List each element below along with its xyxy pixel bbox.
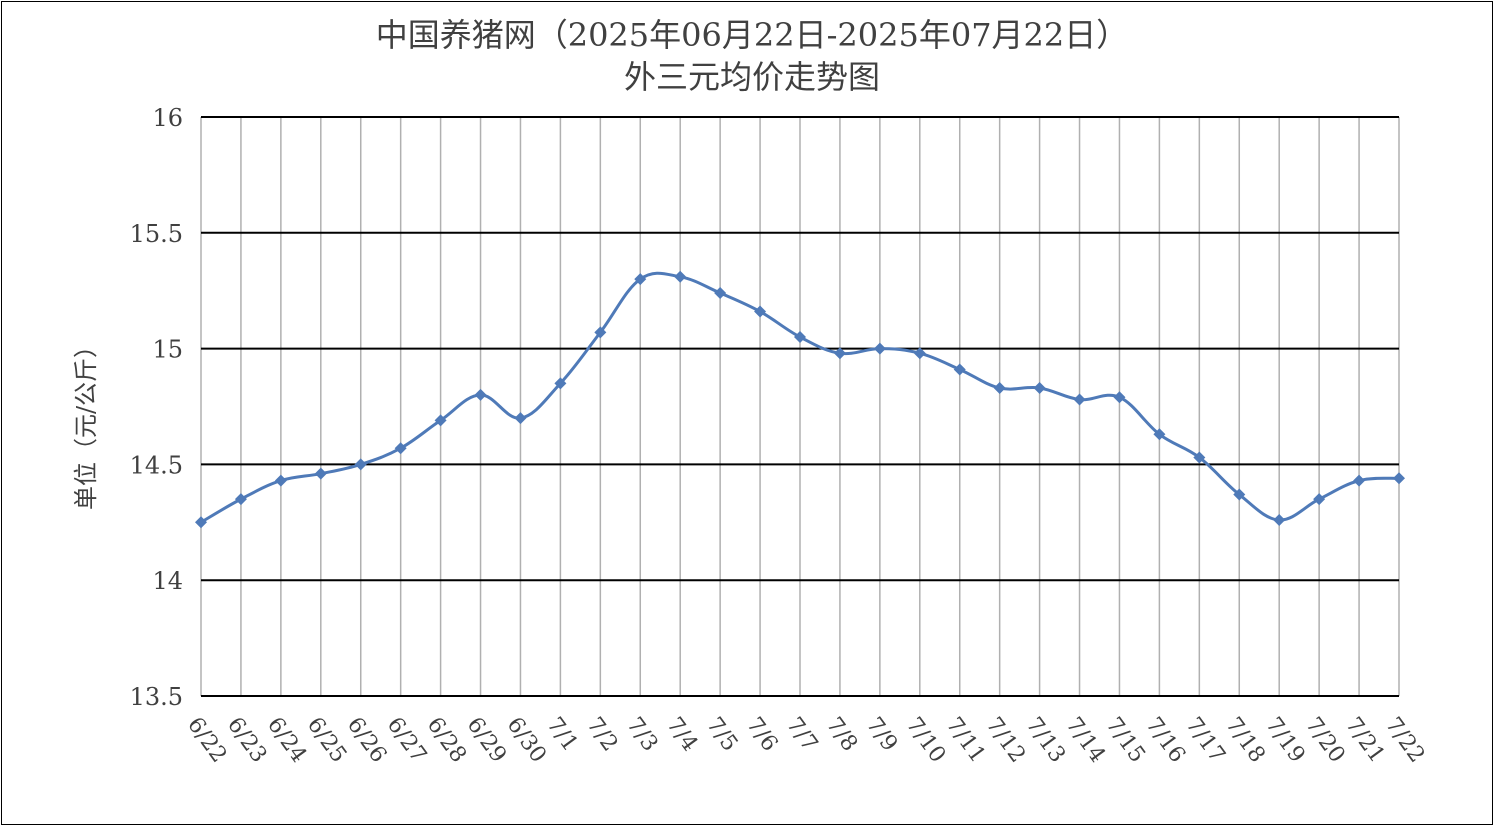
- data-point: [1353, 474, 1366, 487]
- x-tick-label: 7/11: [941, 713, 990, 768]
- data-point: [394, 442, 407, 455]
- series-markers: [195, 270, 1405, 529]
- chart-title: 中国养猪网（2025年06月22日-2025年07月22日）: [376, 16, 1129, 54]
- data-point: [993, 381, 1006, 394]
- y-axis-ticks: 13.5 14 14.5 15 15.5 16: [130, 104, 183, 711]
- y-tick-label: 15: [152, 336, 183, 364]
- vertical-gridlines: [200, 117, 1400, 696]
- x-tick-label: 7/10: [901, 713, 950, 768]
- data-point: [1393, 472, 1405, 485]
- data-point: [234, 493, 247, 506]
- data-point: [1113, 391, 1126, 404]
- x-tick-label: 7/3: [621, 713, 662, 756]
- x-tick-label: 7/15: [1101, 713, 1150, 768]
- x-tick-label: 7/13: [1021, 713, 1070, 768]
- data-point: [754, 305, 767, 318]
- x-tick-label: 6/25: [302, 713, 351, 768]
- data-point: [195, 516, 207, 529]
- data-point: [833, 347, 846, 360]
- x-tick-label: 7/5: [701, 713, 742, 756]
- data-point: [354, 458, 367, 471]
- x-tick-label: 7/2: [581, 713, 622, 756]
- y-tick-label: 16: [152, 104, 183, 132]
- x-tick-label: 7/6: [741, 713, 782, 756]
- x-tick-label: 7/14: [1061, 713, 1110, 768]
- data-point: [1273, 513, 1286, 526]
- data-point: [953, 363, 966, 376]
- data-point: [634, 273, 647, 286]
- data-point: [714, 287, 727, 300]
- data-point: [674, 270, 687, 283]
- x-tick-label: 7/19: [1260, 713, 1309, 768]
- data-point: [474, 388, 487, 401]
- x-tick-label: 7/7: [781, 713, 822, 756]
- data-point: [554, 377, 567, 390]
- data-point: [1193, 451, 1206, 464]
- data-point: [434, 414, 447, 427]
- x-tick-label: 7/16: [1141, 713, 1190, 768]
- x-tick-label: 7/8: [821, 713, 862, 756]
- x-tick-label: 7/18: [1220, 713, 1269, 768]
- horizontal-gridlines: [201, 116, 1399, 697]
- x-tick-label: 6/26: [342, 713, 391, 768]
- x-tick-label: 7/22: [1380, 713, 1429, 768]
- data-point: [1233, 488, 1246, 501]
- x-axis-ticks: 6/226/236/246/256/266/276/286/296/30 7/17…: [182, 713, 1429, 768]
- y-tick-label: 14: [152, 567, 183, 595]
- data-point: [873, 342, 886, 355]
- x-tick-label: 7/9: [861, 713, 902, 756]
- data-point: [913, 347, 926, 360]
- data-point: [1313, 493, 1326, 506]
- data-point: [1033, 381, 1046, 394]
- x-tick-label: 7/20: [1300, 713, 1349, 768]
- x-tick-label: 6/29: [462, 713, 511, 768]
- x-tick-label: 6/27: [382, 713, 431, 768]
- x-tick-label: 6/28: [422, 713, 471, 768]
- x-tick-label: 6/22: [182, 713, 231, 768]
- x-tick-label: 6/23: [222, 713, 271, 768]
- y-axis-label: 单位（元/公斤）: [72, 334, 100, 510]
- data-point: [314, 467, 327, 480]
- data-point: [594, 326, 607, 339]
- data-point: [1073, 393, 1086, 406]
- x-tick-label: 6/24: [262, 713, 311, 768]
- chart-title-group: 中国养猪网（2025年06月22日-2025年07月22日） 外三元均价走势图: [376, 16, 1129, 96]
- data-point: [274, 474, 287, 487]
- x-tick-label: 7/4: [661, 713, 702, 756]
- x-tick-label: 6/30: [502, 713, 551, 768]
- data-point: [1153, 428, 1166, 441]
- y-tick-label: 13.5: [130, 683, 183, 711]
- x-tick-label: 7/17: [1180, 713, 1229, 768]
- x-tick-label: 7/21: [1340, 713, 1389, 768]
- x-tick-label: 7/12: [981, 713, 1030, 768]
- y-tick-label: 14.5: [130, 451, 183, 479]
- data-point: [794, 331, 806, 344]
- y-tick-label: 15.5: [130, 220, 183, 248]
- data-point: [514, 412, 527, 425]
- chart-subtitle: 外三元均价走势图: [624, 58, 880, 96]
